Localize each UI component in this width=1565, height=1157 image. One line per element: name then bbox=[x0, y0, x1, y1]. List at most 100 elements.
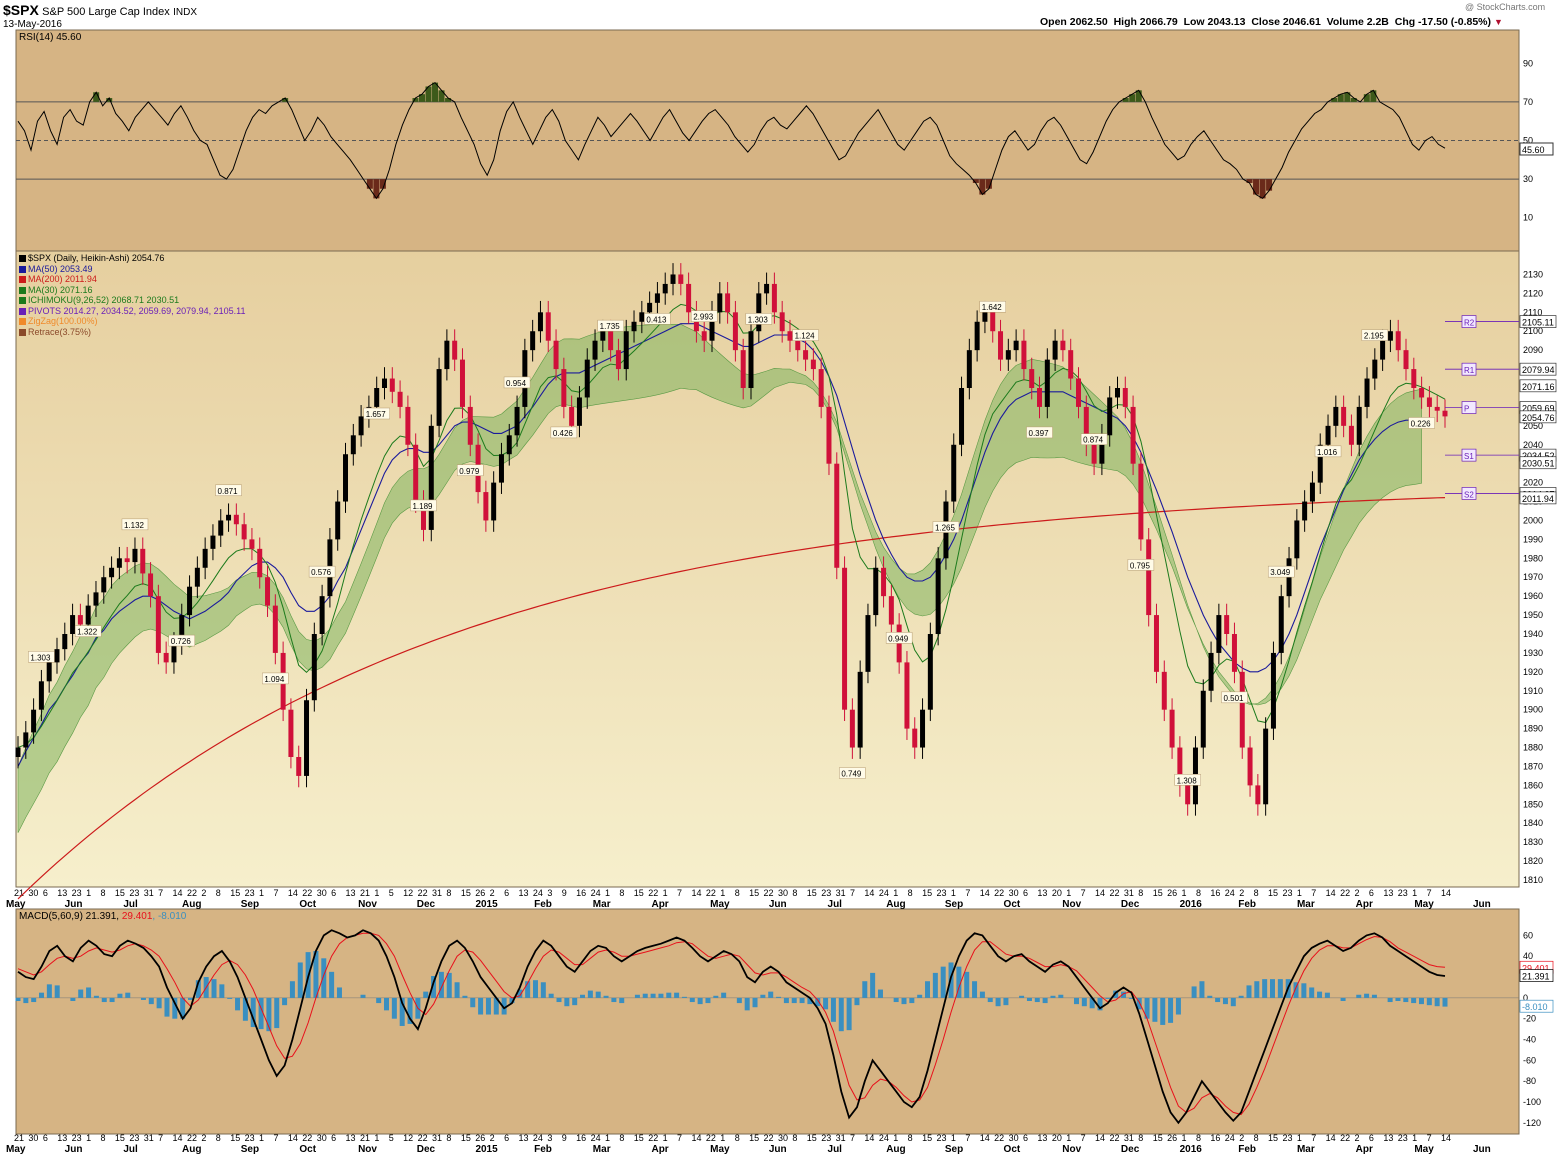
candle-body bbox=[576, 397, 582, 426]
candle-body bbox=[116, 558, 122, 568]
candle-body bbox=[397, 391, 403, 407]
x-month-label: Apr bbox=[651, 1144, 668, 1155]
x-day-tick: 13 bbox=[1383, 1133, 1393, 1143]
pivot-label-box bbox=[1461, 362, 1477, 376]
retrace-label: 0.576 bbox=[311, 568, 332, 577]
x-day-tick: 3 bbox=[547, 1133, 552, 1143]
legend-entry: MA(30) 2071.16 bbox=[19, 285, 246, 296]
rsi-tick-label: 30 bbox=[1523, 174, 1533, 184]
x-day-tick: 8 bbox=[1138, 1133, 1143, 1143]
x-day-tick: 1 bbox=[1412, 1133, 1417, 1143]
x-day-tick: 16 bbox=[1210, 888, 1220, 898]
candle-body bbox=[888, 596, 894, 625]
x-day-tick: 15 bbox=[1153, 1133, 1163, 1143]
x-day-tick: 23 bbox=[1282, 888, 1292, 898]
candle-body bbox=[436, 369, 442, 426]
candle-body bbox=[865, 615, 871, 672]
x-day-tick: 22 bbox=[302, 888, 312, 898]
macd-tick-label: 60 bbox=[1523, 930, 1533, 940]
pivot-label: R2 bbox=[1464, 319, 1475, 328]
x-day-tick: 14 bbox=[1441, 1133, 1451, 1143]
retrace-label: 0.749 bbox=[841, 770, 862, 779]
candle-body bbox=[109, 567, 115, 578]
macd-label-hist: , -8.010 bbox=[152, 911, 186, 922]
candle-body bbox=[265, 577, 271, 606]
retrace-label: 1.322 bbox=[77, 628, 98, 637]
x-day-tick: 5 bbox=[389, 888, 394, 898]
price-tag: 2071.16 bbox=[1522, 382, 1555, 392]
x-day-tick: 23 bbox=[245, 888, 255, 898]
candle-body bbox=[1091, 444, 1097, 464]
candle-body bbox=[1333, 406, 1339, 426]
retrace-label-box bbox=[597, 319, 624, 332]
candle-body bbox=[974, 321, 980, 351]
x-day-tick: 8 bbox=[908, 1133, 913, 1143]
candle-body bbox=[1419, 388, 1425, 398]
candle-body bbox=[912, 728, 918, 748]
price-tick-label: 2120 bbox=[1523, 288, 1543, 298]
candle-body bbox=[686, 283, 692, 313]
rsi-tick-label: 70 bbox=[1523, 97, 1533, 107]
candle-body bbox=[93, 592, 99, 606]
candle-body bbox=[951, 444, 957, 502]
x-day-tick: 24 bbox=[591, 888, 601, 898]
candle-body bbox=[748, 331, 754, 388]
legend-swatch bbox=[19, 255, 26, 263]
x-day-tick: 1 bbox=[893, 888, 898, 898]
x-day-tick: 3 bbox=[547, 888, 552, 898]
candle-body bbox=[1255, 785, 1261, 805]
x-day-tick: 31 bbox=[1124, 1133, 1134, 1143]
candle-body bbox=[740, 350, 746, 388]
x-day-tick: 22 bbox=[418, 1133, 428, 1143]
x-day-tick: 31 bbox=[836, 1133, 846, 1143]
x-day-tick: 7 bbox=[158, 1133, 163, 1143]
candle-body bbox=[62, 634, 68, 650]
x-day-tick: 1 bbox=[259, 1133, 264, 1143]
x-day-tick: 22 bbox=[764, 888, 774, 898]
axes-layer: 907050301045.602130212021102100209020802… bbox=[6, 58, 1557, 1155]
x-month-label: Oct bbox=[1004, 899, 1021, 910]
candle-body bbox=[241, 524, 247, 540]
x-day-tick: 23 bbox=[129, 888, 139, 898]
retrace-label: 1.735 bbox=[600, 322, 621, 331]
candle-body bbox=[990, 312, 996, 332]
x-day-tick: 6 bbox=[1369, 1133, 1374, 1143]
x-day-tick: 20 bbox=[1052, 888, 1062, 898]
legend-swatch bbox=[19, 265, 26, 273]
candle-body bbox=[545, 312, 551, 341]
retrace-label-box bbox=[1408, 417, 1435, 429]
x-day-tick: 13 bbox=[1037, 1133, 1047, 1143]
x-day-tick: 14 bbox=[288, 888, 298, 898]
candle-body bbox=[615, 350, 621, 370]
candle-body bbox=[1247, 747, 1253, 786]
retrace-label-box bbox=[885, 632, 913, 644]
candle-body bbox=[1013, 340, 1019, 351]
macd-label-main: MACD(5,60,9) 21.391, bbox=[19, 911, 122, 922]
candle-body bbox=[1185, 785, 1191, 805]
price-tag-box bbox=[1519, 491, 1557, 505]
candle-body bbox=[1270, 652, 1276, 729]
candle-body bbox=[498, 454, 504, 483]
x-day-tick: 15 bbox=[749, 888, 759, 898]
retrace-label-box bbox=[503, 376, 531, 389]
x-month-label: 2016 bbox=[1180, 1144, 1203, 1155]
x-day-tick: 14 bbox=[1326, 888, 1336, 898]
candle-body bbox=[982, 312, 988, 322]
x-day-tick: 24 bbox=[1225, 888, 1235, 898]
price-tick-label: 1990 bbox=[1523, 534, 1543, 544]
retrace-label: 0.979 bbox=[459, 467, 480, 476]
price-tick-label: 1880 bbox=[1523, 743, 1543, 753]
candle-body bbox=[631, 321, 637, 332]
x-month-label: Nov bbox=[358, 899, 377, 910]
legend-entry: MA(200) 2011.94 bbox=[19, 274, 246, 285]
x-day-tick: 6 bbox=[1023, 1133, 1028, 1143]
candle-body bbox=[1107, 397, 1113, 436]
candle-body bbox=[1138, 463, 1144, 540]
price-tag-box bbox=[1519, 315, 1557, 328]
x-day-tick: 12 bbox=[403, 1133, 413, 1143]
chevron-down-icon[interactable]: ▼ bbox=[1493, 17, 1503, 27]
candle-body bbox=[927, 634, 933, 710]
x-day-tick: 23 bbox=[72, 888, 82, 898]
x-month-label: Aug bbox=[182, 1144, 201, 1155]
x-month-label: Mar bbox=[1297, 899, 1315, 910]
